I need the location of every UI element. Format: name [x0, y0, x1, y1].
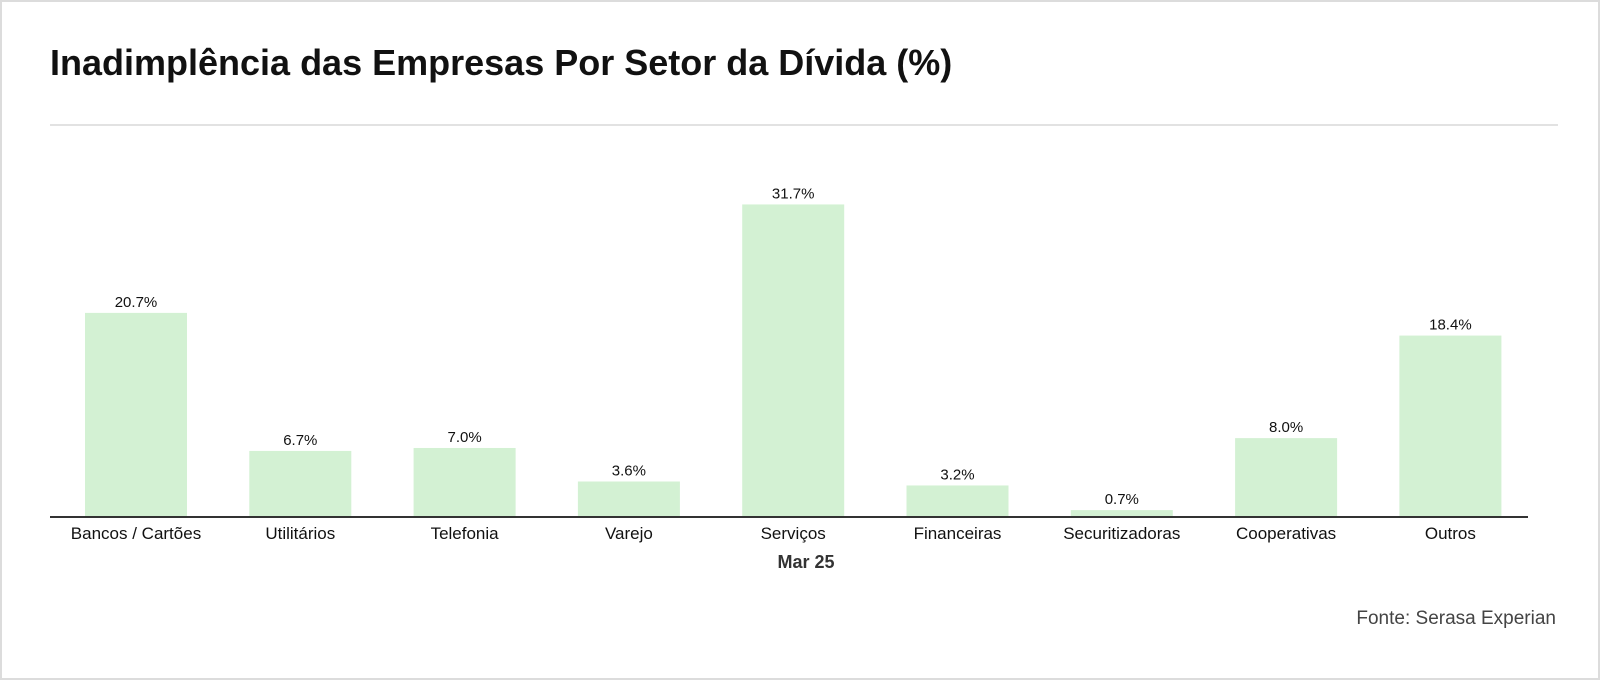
bar-value-label: 20.7%	[115, 294, 158, 311]
bar-value-label: 6.7%	[283, 432, 317, 449]
source-note: Fonte: Serasa Experian	[1356, 608, 1556, 629]
x-tick-label: Outros	[1425, 524, 1476, 543]
bar	[249, 450, 352, 517]
bar	[85, 312, 187, 517]
bar	[742, 204, 845, 518]
x-tick-label: Telefonia	[431, 524, 500, 543]
x-tick-label: Cooperativas	[1236, 524, 1336, 543]
bar	[413, 447, 516, 517]
x-tick-label: Serviços	[761, 524, 826, 543]
x-tick-label: Securitizadoras	[1063, 524, 1180, 543]
x-tick-label: Varejo	[605, 524, 653, 543]
bar	[906, 485, 1009, 517]
bar-value-label: 3.2%	[940, 466, 974, 483]
x-tick-label: Utilitários	[265, 524, 335, 543]
bar-value-label: 0.7%	[1105, 491, 1139, 508]
bar	[1235, 438, 1338, 517]
chart-title: Inadimplência das Empresas Por Setor da …	[50, 42, 953, 83]
title-divider	[50, 124, 1558, 126]
bar-value-label: 18.4%	[1429, 317, 1472, 334]
bar-value-label: 8.0%	[1269, 419, 1303, 436]
bar-value-label: 7.0%	[447, 429, 481, 446]
bar-value-label: 3.6%	[612, 463, 646, 480]
x-tick-label: Financeiras	[914, 524, 1002, 543]
x-axis-label: Mar 25	[777, 552, 834, 572]
bar	[1070, 510, 1173, 517]
bar	[577, 481, 680, 517]
x-tick-label: Bancos / Cartões	[71, 524, 201, 543]
bar	[1399, 335, 1502, 517]
bar-value-label: 31.7%	[772, 185, 815, 202]
